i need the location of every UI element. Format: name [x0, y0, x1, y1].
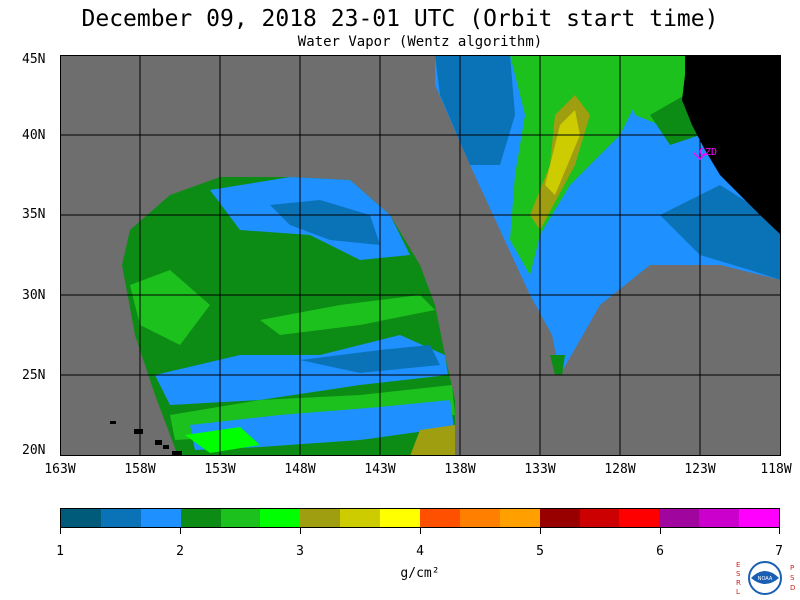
- hawaiian-islands: [110, 421, 182, 456]
- colorbar-segment: [180, 509, 221, 527]
- colorbar-tick-label: 1: [56, 544, 64, 559]
- lon-label: 158W: [124, 462, 156, 477]
- logo-letter: P: [790, 564, 794, 572]
- lon-label: 163W: [44, 462, 76, 477]
- colorbar-segment: [300, 509, 341, 527]
- colorbar-tick: [300, 528, 301, 534]
- colorbar: [60, 508, 780, 528]
- page-subtitle: Water Vapor (Wentz algorithm): [297, 34, 543, 50]
- colorbar-segment: [61, 509, 101, 527]
- colorbar-segment: [140, 509, 181, 527]
- colorbar-segment: [659, 509, 700, 527]
- colorbar-tick: [540, 528, 541, 534]
- lon-label: 133W: [524, 462, 556, 477]
- lat-label: 45N: [22, 52, 46, 67]
- lat-label: 30N: [22, 288, 46, 303]
- logo-letter: S: [790, 574, 795, 582]
- lat-label: 40N: [22, 128, 46, 143]
- lon-label: 128W: [604, 462, 636, 477]
- noaa-logo: E S R L P S D NOAA: [736, 561, 795, 596]
- lat-label: 20N: [22, 443, 46, 458]
- colorbar-segment: [499, 509, 540, 527]
- lat-label: 25N: [22, 368, 46, 383]
- colorbar-segment: [459, 509, 500, 527]
- colorbar-tick: [180, 528, 181, 534]
- page-title: December 09, 2018 23-01 UTC (Orbit start…: [81, 6, 719, 32]
- lon-label: 143W: [364, 462, 396, 477]
- colorbar-tick: [60, 528, 61, 534]
- colorbar-tick: [420, 528, 421, 534]
- colorbar-tick: [660, 528, 661, 534]
- colorbar-segment: [420, 509, 460, 527]
- colorbar-tick-label: 7: [775, 544, 783, 559]
- logo-letter: R: [736, 579, 741, 587]
- colorbar-tick-label: 6: [656, 544, 664, 559]
- colorbar-segment: [100, 509, 141, 527]
- colorbar-segment: [340, 509, 381, 527]
- logo-letter: E: [736, 561, 740, 569]
- colorbar-segment: [539, 509, 580, 527]
- logo-letter: L: [736, 588, 740, 596]
- colorbar-tick-label: 5: [536, 544, 544, 559]
- colorbar-tick-label: 4: [416, 544, 424, 559]
- logo-letter: S: [736, 570, 741, 578]
- colorbar-segment: [619, 509, 660, 527]
- colorbar-segment: [739, 509, 780, 527]
- lat-label: 35N: [22, 207, 46, 222]
- lon-label: 138W: [444, 462, 476, 477]
- water-vapor-map: CZD: [60, 55, 781, 456]
- colorbar-units: g/cm²: [400, 566, 440, 581]
- noaa-badge-text: NOAA: [758, 576, 773, 582]
- logo-letter: D: [790, 584, 795, 592]
- colorbar-segment: [380, 509, 421, 527]
- lon-label: 148W: [284, 462, 316, 477]
- western-swath: [122, 177, 455, 456]
- colorbar-tick-label: 3: [296, 544, 304, 559]
- colorbar-segment: [260, 509, 301, 527]
- lon-label: 123W: [684, 462, 716, 477]
- colorbar-segment: [579, 509, 620, 527]
- colorbar-segment: [220, 509, 261, 527]
- lon-label: 118W: [760, 462, 792, 477]
- lon-label: 153W: [204, 462, 236, 477]
- station-label: CZD: [699, 147, 717, 158]
- colorbar-tick-label: 2: [176, 544, 184, 559]
- colorbar-tick: [779, 528, 780, 534]
- graticule: [60, 55, 781, 456]
- land-mass: [682, 55, 781, 235]
- station-czd: CZD: [693, 147, 717, 161]
- colorbar-segment: [699, 509, 740, 527]
